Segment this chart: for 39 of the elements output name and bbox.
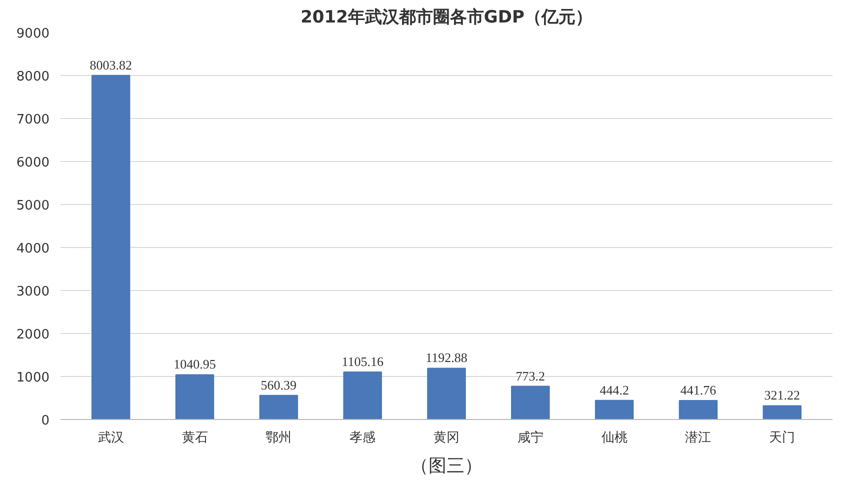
text: （图三） <box>410 456 482 476</box>
x-tick-label: 武汉 <box>98 430 124 446</box>
data-label: 1040.95 <box>174 356 216 372</box>
x-tick-label: 孝感 <box>350 430 376 446</box>
data-label: 1105.16 <box>342 354 384 369</box>
x-tick-label: 黄石 <box>182 430 208 446</box>
bar <box>762 405 802 420</box>
y-tick-label: 2000 <box>16 328 50 342</box>
data-label: 8003.82 <box>90 57 132 72</box>
x-tick-label: 天门 <box>769 430 796 446</box>
data-label: 1192.88 <box>426 350 468 366</box>
y-tick-label: 0 <box>41 414 50 428</box>
bar <box>511 386 550 420</box>
data-label: 444.2 <box>600 382 629 398</box>
chart-title: 2012年武汉都市圈各市GDP（亿元） <box>300 8 592 28</box>
bar <box>427 368 466 420</box>
bar <box>91 74 130 420</box>
y-tick-label: 9000 <box>16 26 50 42</box>
y-tick-label: 3000 <box>16 284 50 300</box>
bar <box>343 371 382 420</box>
data-label: 560.39 <box>260 377 297 392</box>
x-tick-label: 潜江 <box>685 430 712 446</box>
data-label: 773.2 <box>516 368 546 384</box>
y-tick-label: 5000 <box>16 198 50 214</box>
x-tick-label: 仙桃 <box>601 430 628 446</box>
y-tick-label: 1000 <box>16 370 50 386</box>
y-tick-label: 8000 <box>16 70 50 84</box>
y-tick-label: 6000 <box>16 156 50 170</box>
bar <box>259 394 298 420</box>
bar <box>678 400 718 420</box>
y-tick-label: 4000 <box>16 242 50 256</box>
bar <box>175 374 214 420</box>
x-tick-label: 鄂州 <box>266 430 292 446</box>
x-tick-label: 黄冈 <box>434 430 460 446</box>
data-label: 321.22 <box>764 388 800 403</box>
y-tick-label: 7000 <box>16 112 50 128</box>
data-label: 441.76 <box>680 382 717 398</box>
bar <box>594 400 634 420</box>
x-tick-label: 咸宁 <box>517 430 544 446</box>
